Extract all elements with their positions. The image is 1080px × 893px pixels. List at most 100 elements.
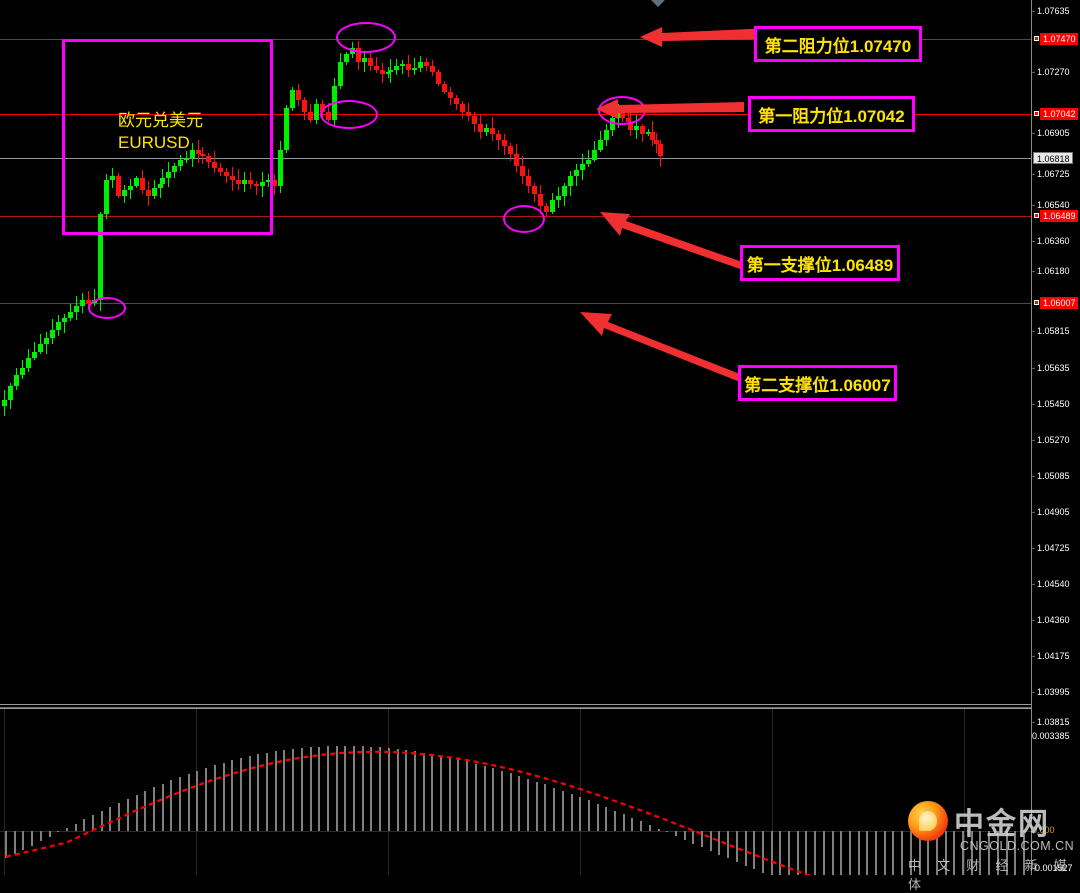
candle-body [62,318,67,322]
candle-body [68,312,73,318]
candle-body [580,164,585,170]
arrow-to-support-1 [600,212,748,270]
candle-body [460,104,465,112]
price-badge-resistance-1: 1.07042 [1040,108,1078,120]
candle-body [178,160,183,166]
histogram-bar [979,831,982,875]
histogram-bar [918,831,921,875]
axis-tick: -1.05635 [1032,363,1070,373]
note-resistance-1[interactable]: 第一阻力位1.07042 [748,96,915,132]
candle-body [302,100,307,112]
candle-body [508,146,513,154]
candle-body [26,358,31,368]
histogram-bar [92,815,94,831]
candle-wick [468,102,469,122]
histogram-bar [518,775,521,831]
candle-body [650,132,655,140]
candle-body [562,186,567,196]
symbol-label-cn: 欧元兑美元 [118,111,203,130]
candle-body [266,180,271,182]
histogram-bar [753,831,756,870]
candle-body [374,66,379,70]
histogram-bar [814,831,817,875]
candle-body [406,64,411,70]
histogram-bar [109,806,112,831]
histogram-bar [544,784,547,831]
candle-body [368,58,373,66]
candle-body [80,300,85,306]
candle-body [200,154,205,156]
candle-body [514,154,519,166]
histogram-bar [570,793,573,831]
candle-body [478,124,483,132]
histogram-bar [152,787,155,831]
histogram-bar [344,745,347,831]
candle-body [442,84,447,92]
candle-body [74,306,79,312]
macd-indicator-pane[interactable] [0,708,1031,875]
note-support-2[interactable]: 第二支撑位1.06007 [738,365,897,401]
watermark-tagline: 中 文 财 经 新 媒 体 [908,859,1073,893]
candle-wick [94,289,95,306]
histogram-bar [239,758,242,831]
candle-body [388,70,393,72]
histogram-bar [770,831,773,875]
histogram-bar [5,831,7,859]
indicator-grid-line [964,709,965,875]
candle-body [116,176,121,196]
symbol-label: 欧元兑美元 EURUSD [118,110,203,154]
histogram-bar [318,746,321,831]
candle-body [640,126,645,134]
candle-body [122,190,127,196]
histogram-bar [83,819,86,831]
candle-wick [34,341,35,361]
histogram-bar [866,831,869,875]
highlight-rectangle[interactable] [62,39,273,235]
candle-body [598,140,603,150]
candle-body [532,186,537,194]
histogram-bar [805,831,808,875]
histogram-bar [379,747,382,831]
axis-tick: -1.06540 [1032,200,1070,210]
candle-body [184,158,189,160]
histogram-bar [674,831,677,837]
note-resistance-2-text: 第二阻力位1.07470 [764,36,912,56]
histogram-bar [179,776,181,831]
histogram-bar [1005,831,1008,875]
candle-wick [414,57,415,75]
note-resistance-2[interactable]: 第二阻力位1.07470 [754,26,922,62]
axis-tick: -1.04725 [1032,543,1070,553]
axis-tick: -1.05815 [1032,326,1070,336]
histogram-bar [13,831,16,855]
candle-body [158,184,163,188]
watermark: 中金网 CNGOLD.COM.CN 中 文 财 经 新 媒 体 [908,799,1076,893]
candle-body [260,182,265,186]
histogram-bar [735,831,738,862]
axis-tick: -1.05270 [1032,435,1070,445]
indicator-zero-line [0,831,1031,832]
histogram-bar [283,749,286,831]
price-chart-pane[interactable]: 欧元兑美元 EURUSD 第二阻力位1.07470 第一阻力位1.07042 [0,0,1031,707]
candle-body [248,180,253,184]
histogram-bar [553,787,556,831]
macd-signal-line [5,750,812,875]
candle-body [502,140,507,146]
note-support-1[interactable]: 第一支撑位1.06489 [740,245,900,281]
histogram-bar [744,831,747,866]
indicator-axis-top: 0.003385 [1032,731,1070,741]
note-support-1-text: 第一支撑位1.06489 [746,255,894,275]
indicator-grid-line [4,709,5,875]
candle-body [146,190,151,196]
pane-divider-top [0,704,1031,705]
price-axis[interactable]: -1.07635 -1.07270 -1.06905 -1.06725 -1.0… [1031,0,1080,875]
arrow-to-resistance-2 [640,27,770,47]
candle-wick [238,169,239,191]
candle-body [38,344,43,352]
histogram-bar [648,825,651,831]
level-line-resistance-2 [0,39,1031,40]
candle-body [338,62,343,86]
candle-body [206,156,211,162]
histogram-bar [640,821,643,831]
axis-tick: -1.04175 [1032,651,1070,661]
candle-body [654,140,659,144]
